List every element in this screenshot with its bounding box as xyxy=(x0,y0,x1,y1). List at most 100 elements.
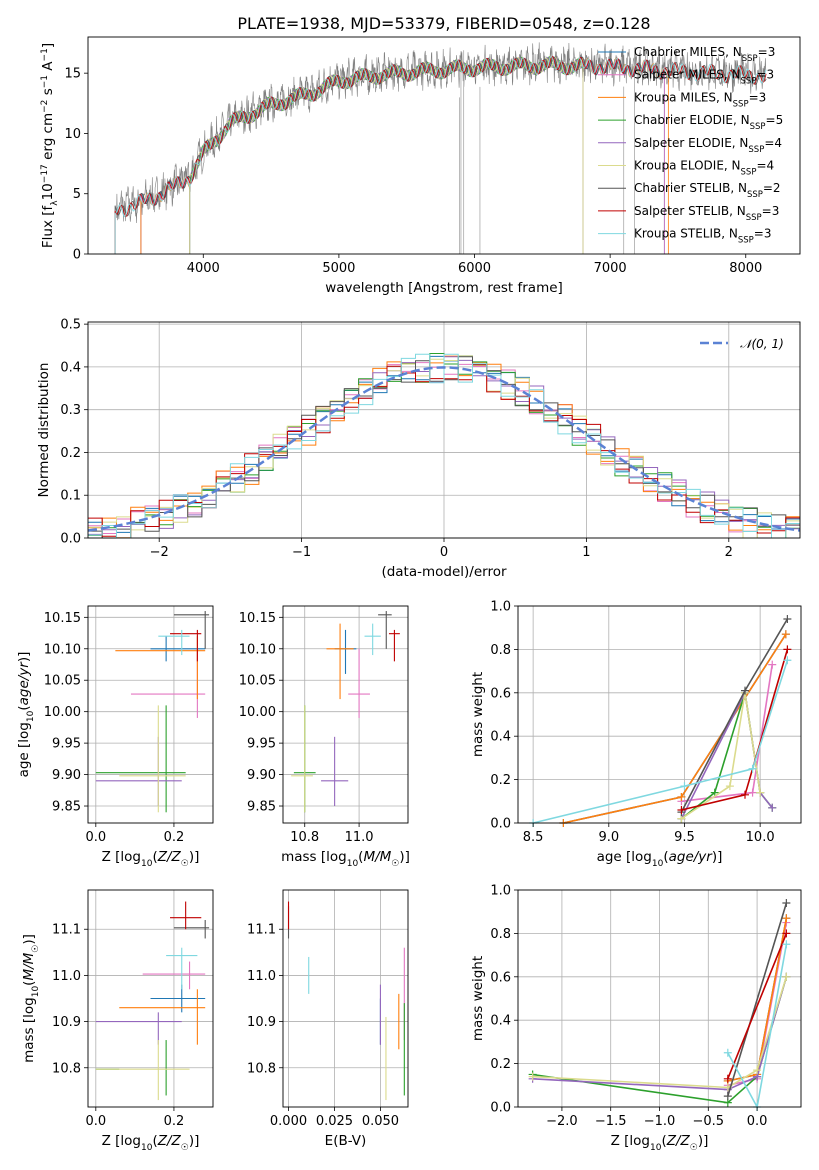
weight-point xyxy=(783,656,792,665)
x-tick-label: 11.0 xyxy=(345,830,374,845)
y-axis-label: mass weight xyxy=(470,672,486,757)
y-tick-label: 0.2 xyxy=(490,773,511,788)
x-tick-label: 0 xyxy=(440,545,448,560)
weight-point xyxy=(756,788,765,797)
axes-frame xyxy=(87,321,801,539)
normal-curve xyxy=(87,366,801,532)
age-vs-mass-panel: 10.8 11.0 9.85 9.90 9.95 10.00 10.05 10.10 10.15… xyxy=(239,605,410,869)
weight-point xyxy=(677,805,686,814)
weight-line xyxy=(532,660,789,824)
legend-label: Kroupa ELODIE, NSSP=4 xyxy=(634,159,774,178)
weight-point xyxy=(782,914,791,923)
weight-point xyxy=(723,1092,732,1101)
y-tick-label: 0.2 xyxy=(60,446,81,461)
model-spectrum-line xyxy=(140,56,665,254)
y-tick-label: 10.9 xyxy=(247,1015,276,1030)
y-axis-label: Normed distribution xyxy=(36,363,52,498)
weight-line xyxy=(727,902,788,1097)
y-tick-label: 10.00 xyxy=(239,705,276,720)
x-tick-label: 0.0 xyxy=(85,830,106,845)
legend: Chabrier MILES, NSSP=3 Salpeter MILES, NS… xyxy=(598,45,783,246)
legend-label: Salpeter MILES, NSSP=3 xyxy=(634,68,774,87)
y-tick-label: 10.10 xyxy=(44,642,81,657)
weight-point xyxy=(781,630,790,639)
x-tick-label: 5000 xyxy=(322,261,355,276)
x-axis-label: E(B-V) xyxy=(325,1133,367,1149)
y-tick-label: 0.5 xyxy=(60,318,81,333)
grid-group xyxy=(518,605,801,824)
axes-frame xyxy=(87,36,801,255)
axes-group: −2 −1 0 1 2 0.0 0.1 0.2 0.3 0.4 0.5 𝒩(0, 1) (data-mo… xyxy=(36,318,801,580)
mass-vs-extinction-panel: 0.000 0.025 0.050 10.8 10.9 11.0 11.1 E(B-V) xyxy=(247,889,409,1149)
weight-point xyxy=(677,792,686,801)
legend-label: 𝒩(0, 1) xyxy=(740,337,784,351)
x-tick-label: 1 xyxy=(582,545,590,560)
y-axis-label: mass [log10(M/M☉)] xyxy=(21,934,41,1063)
spectrum-panel: 4000 5000 6000 7000 8000 0 5 10 15 Chabrier MILES… xyxy=(40,36,801,296)
weight-point xyxy=(782,899,791,908)
y-tick-label: 0.1 xyxy=(60,489,81,504)
x-tick-label: −0.5 xyxy=(693,1114,725,1129)
model-spectrum-line xyxy=(140,56,665,254)
weight-point xyxy=(741,686,750,695)
weight-point xyxy=(748,788,757,797)
x-tick-label: 6000 xyxy=(458,261,491,276)
marks-group xyxy=(529,615,792,827)
weight-vs-metallicity-panel: −2.0 −1.5 −1.0 −0.5 0.0 0.0 0.2 0.4 0.6 0.8 1.0 Z [… xyxy=(470,884,802,1153)
residuals-panel: −2 −1 0 1 2 0.0 0.1 0.2 0.3 0.4 0.5 𝒩(0, 1) (data-mo… xyxy=(36,318,801,580)
y-tick-label: 11.1 xyxy=(52,923,81,938)
x-axis-label: (data-model)/error xyxy=(381,564,507,580)
y-tick-label: 0.8 xyxy=(490,643,511,658)
marks-group xyxy=(291,611,400,813)
weight-point xyxy=(768,803,777,812)
marks-group xyxy=(95,611,210,813)
axes-frame xyxy=(87,889,214,1108)
marks-group xyxy=(95,901,210,1101)
x-tick-label: 0.000 xyxy=(270,1114,307,1129)
x-axis-label: mass [log10(M/M☉)] xyxy=(281,849,410,869)
y-tick-label: 9.85 xyxy=(52,800,81,815)
y-tick-label: 0.4 xyxy=(490,1014,511,1029)
grid-group xyxy=(283,890,408,1107)
x-axis-label: Z [log10(Z/Z☉)] xyxy=(102,1133,200,1153)
axes-group: 10.8 11.0 9.85 9.90 9.95 10.00 10.05 10.10 10.15… xyxy=(239,605,410,869)
grid-group xyxy=(88,606,213,823)
y-tick-label: 10.05 xyxy=(239,674,276,689)
model-spectrum-line xyxy=(114,55,767,254)
x-axis-label: wavelength [Angstrom, rest frame] xyxy=(325,280,563,296)
y-tick-label: 10.00 xyxy=(44,705,81,720)
axes-frame xyxy=(517,605,802,824)
axes-group: 4000 5000 6000 7000 8000 0 5 10 15 Chabrier MILES… xyxy=(40,36,801,296)
y-tick-label: 15 xyxy=(64,67,81,82)
age-vs-metallicity-panel: 0.0 0.2 9.85 9.90 9.95 10.00 10.05 10.10 10.15 Z … xyxy=(16,605,214,869)
x-tick-label: −1.5 xyxy=(595,1114,627,1129)
weight-point xyxy=(782,929,791,938)
y-tick-label: 10.8 xyxy=(247,1061,276,1076)
y-tick-label: 10.8 xyxy=(52,1061,81,1076)
y-tick-label: 0.4 xyxy=(490,730,511,745)
y-axis-label: Flux [fλ10−17 erg cm−2 s−1 A−1] xyxy=(40,43,60,248)
axes-frame xyxy=(282,889,409,1108)
legend-label: Kroupa MILES, NSSP=3 xyxy=(634,90,766,109)
x-tick-label: −1.0 xyxy=(644,1114,676,1129)
weight-line xyxy=(727,933,788,1080)
legend-label: Salpeter ELODIE, NSSP=4 xyxy=(634,136,782,155)
legend-label: Chabrier STELIB, NSSP=2 xyxy=(634,181,781,200)
weight-point xyxy=(783,645,792,654)
x-tick-label: 0.025 xyxy=(316,1114,353,1129)
x-tick-label: 0.0 xyxy=(747,1114,768,1129)
y-axis-label: mass weight xyxy=(470,956,486,1041)
x-tick-label: −2.0 xyxy=(546,1114,578,1129)
x-tick-label: 4000 xyxy=(187,261,220,276)
y-tick-label: 9.90 xyxy=(247,768,276,783)
x-tick-label: 0.2 xyxy=(164,1114,185,1129)
legend-label: Salpeter STELIB, NSSP=3 xyxy=(634,204,779,223)
x-axis-label: Z [log10(Z/Z☉)] xyxy=(102,849,200,869)
weight-point xyxy=(782,940,791,949)
weight-vs-age-panel: 8.5 9.0 9.5 10.0 0.0 0.2 0.4 0.6 0.8 1.0 age [log1… xyxy=(470,600,802,869)
weight-point xyxy=(753,1066,762,1075)
x-tick-label: 9.0 xyxy=(598,830,619,845)
x-tick-label: 9.5 xyxy=(674,830,695,845)
axes-frame xyxy=(517,889,802,1108)
y-tick-label: 0.0 xyxy=(490,1101,511,1116)
